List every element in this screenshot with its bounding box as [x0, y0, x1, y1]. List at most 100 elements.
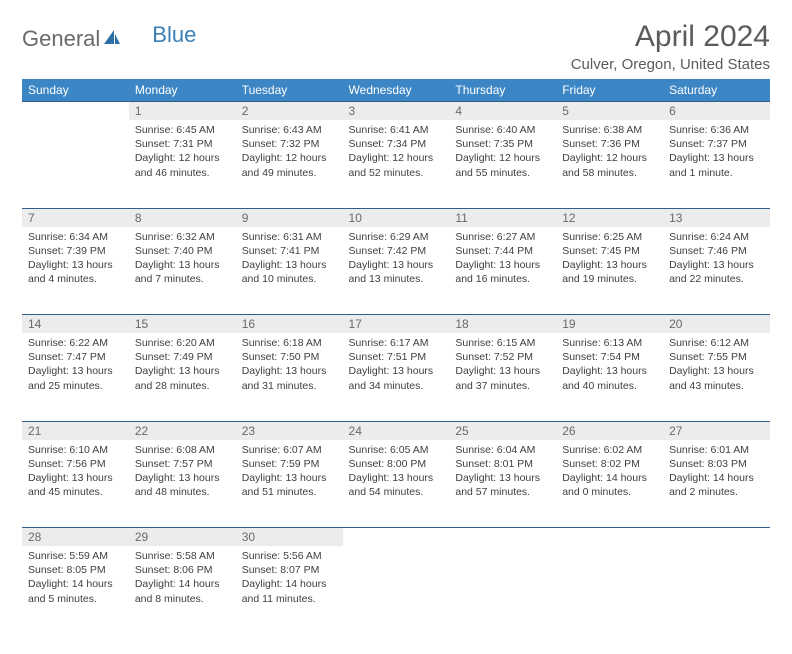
day-number: 30 [236, 528, 343, 547]
title-block: April 2024 Culver, Oregon, United States [571, 20, 770, 73]
day-number: 17 [343, 315, 450, 334]
sunrise-text: Sunrise: 6:45 AM [135, 123, 230, 137]
day-number: 25 [449, 421, 556, 440]
day-cell: Sunrise: 5:56 AMSunset: 8:07 PMDaylight:… [236, 546, 343, 634]
daylight-text: Daylight: 13 hours [28, 471, 123, 485]
daylight-text: Daylight: 13 hours [28, 364, 123, 378]
sunrise-text: Sunrise: 6:40 AM [455, 123, 550, 137]
daylight-text: and 55 minutes. [455, 166, 550, 180]
day-header: Saturday [663, 79, 770, 102]
day-cell: Sunrise: 6:04 AMSunset: 8:01 PMDaylight:… [449, 440, 556, 528]
daylight-text: Daylight: 12 hours [455, 151, 550, 165]
day-number [449, 528, 556, 547]
daylight-text: and 11 minutes. [242, 592, 337, 606]
day-cell: Sunrise: 6:08 AMSunset: 7:57 PMDaylight:… [129, 440, 236, 528]
day-number: 10 [343, 208, 450, 227]
daylight-text: and 37 minutes. [455, 379, 550, 393]
day-number [343, 528, 450, 547]
sunset-text: Sunset: 8:00 PM [349, 457, 444, 471]
day-cell: Sunrise: 6:15 AMSunset: 7:52 PMDaylight:… [449, 333, 556, 421]
daylight-text: and 51 minutes. [242, 485, 337, 499]
daylight-text: and 10 minutes. [242, 272, 337, 286]
daylight-text: Daylight: 12 hours [242, 151, 337, 165]
daylight-text: Daylight: 13 hours [669, 258, 764, 272]
sunset-text: Sunset: 7:46 PM [669, 244, 764, 258]
day-cell [663, 546, 770, 634]
sunrise-text: Sunrise: 6:25 AM [562, 230, 657, 244]
sunrise-text: Sunrise: 6:27 AM [455, 230, 550, 244]
daylight-text: and 46 minutes. [135, 166, 230, 180]
day-number: 23 [236, 421, 343, 440]
daylight-text: Daylight: 13 hours [349, 471, 444, 485]
sunrise-text: Sunrise: 6:12 AM [669, 336, 764, 350]
daylight-text: and 54 minutes. [349, 485, 444, 499]
day-number: 4 [449, 102, 556, 121]
day-cell: Sunrise: 6:27 AMSunset: 7:44 PMDaylight:… [449, 227, 556, 315]
day-content-row: Sunrise: 6:10 AMSunset: 7:56 PMDaylight:… [22, 440, 770, 528]
sunrise-text: Sunrise: 6:01 AM [669, 443, 764, 457]
sunrise-text: Sunrise: 6:04 AM [455, 443, 550, 457]
daylight-text: and 5 minutes. [28, 592, 123, 606]
daylight-text: and 19 minutes. [562, 272, 657, 286]
day-number: 2 [236, 102, 343, 121]
page-title: April 2024 [571, 20, 770, 54]
day-cell: Sunrise: 6:40 AMSunset: 7:35 PMDaylight:… [449, 120, 556, 208]
daylight-text: and 34 minutes. [349, 379, 444, 393]
day-content-row: Sunrise: 6:45 AMSunset: 7:31 PMDaylight:… [22, 120, 770, 208]
day-cell [449, 546, 556, 634]
day-cell: Sunrise: 6:13 AMSunset: 7:54 PMDaylight:… [556, 333, 663, 421]
daylight-text: Daylight: 14 hours [242, 577, 337, 591]
day-header: Thursday [449, 79, 556, 102]
daylight-text: Daylight: 13 hours [562, 258, 657, 272]
logo-text-1: General [22, 26, 100, 52]
daylight-text: and 28 minutes. [135, 379, 230, 393]
day-header: Tuesday [236, 79, 343, 102]
daylight-text: and 0 minutes. [562, 485, 657, 499]
sunrise-text: Sunrise: 6:43 AM [242, 123, 337, 137]
day-number-row: 14151617181920 [22, 315, 770, 334]
daylight-text: and 52 minutes. [349, 166, 444, 180]
sunrise-text: Sunrise: 6:02 AM [562, 443, 657, 457]
day-cell: Sunrise: 6:12 AMSunset: 7:55 PMDaylight:… [663, 333, 770, 421]
daylight-text: and 25 minutes. [28, 379, 123, 393]
sunrise-text: Sunrise: 5:56 AM [242, 549, 337, 563]
day-number: 13 [663, 208, 770, 227]
day-cell: Sunrise: 6:32 AMSunset: 7:40 PMDaylight:… [129, 227, 236, 315]
day-number: 29 [129, 528, 236, 547]
day-cell [556, 546, 663, 634]
day-cell: Sunrise: 6:29 AMSunset: 7:42 PMDaylight:… [343, 227, 450, 315]
logo: General Blue [22, 20, 196, 52]
day-cell: Sunrise: 6:05 AMSunset: 8:00 PMDaylight:… [343, 440, 450, 528]
daylight-text: and 45 minutes. [28, 485, 123, 499]
daylight-text: Daylight: 13 hours [455, 364, 550, 378]
daylight-text: Daylight: 13 hours [242, 258, 337, 272]
daylight-text: and 1 minute. [669, 166, 764, 180]
daylight-text: Daylight: 14 hours [135, 577, 230, 591]
day-number: 22 [129, 421, 236, 440]
sunset-text: Sunset: 7:35 PM [455, 137, 550, 151]
sunrise-text: Sunrise: 6:31 AM [242, 230, 337, 244]
sunrise-text: Sunrise: 6:05 AM [349, 443, 444, 457]
daylight-text: Daylight: 13 hours [349, 364, 444, 378]
day-content-row: Sunrise: 6:22 AMSunset: 7:47 PMDaylight:… [22, 333, 770, 421]
calendar-page: General Blue April 2024 Culver, Oregon, … [0, 0, 792, 654]
sunset-text: Sunset: 7:47 PM [28, 350, 123, 364]
day-cell: Sunrise: 6:36 AMSunset: 7:37 PMDaylight:… [663, 120, 770, 208]
day-header-row: Sunday Monday Tuesday Wednesday Thursday… [22, 79, 770, 102]
sunrise-text: Sunrise: 6:34 AM [28, 230, 123, 244]
sunset-text: Sunset: 8:01 PM [455, 457, 550, 471]
day-cell: Sunrise: 6:01 AMSunset: 8:03 PMDaylight:… [663, 440, 770, 528]
day-cell: Sunrise: 6:25 AMSunset: 7:45 PMDaylight:… [556, 227, 663, 315]
day-number: 16 [236, 315, 343, 334]
day-cell: Sunrise: 6:43 AMSunset: 7:32 PMDaylight:… [236, 120, 343, 208]
sunrise-text: Sunrise: 6:08 AM [135, 443, 230, 457]
sunrise-text: Sunrise: 6:18 AM [242, 336, 337, 350]
sunrise-text: Sunrise: 6:15 AM [455, 336, 550, 350]
day-cell: Sunrise: 5:59 AMSunset: 8:05 PMDaylight:… [22, 546, 129, 634]
sunset-text: Sunset: 8:02 PM [562, 457, 657, 471]
day-number-row: 282930 [22, 528, 770, 547]
daylight-text: Daylight: 12 hours [135, 151, 230, 165]
sunset-text: Sunset: 7:32 PM [242, 137, 337, 151]
day-number: 9 [236, 208, 343, 227]
sunrise-text: Sunrise: 6:24 AM [669, 230, 764, 244]
